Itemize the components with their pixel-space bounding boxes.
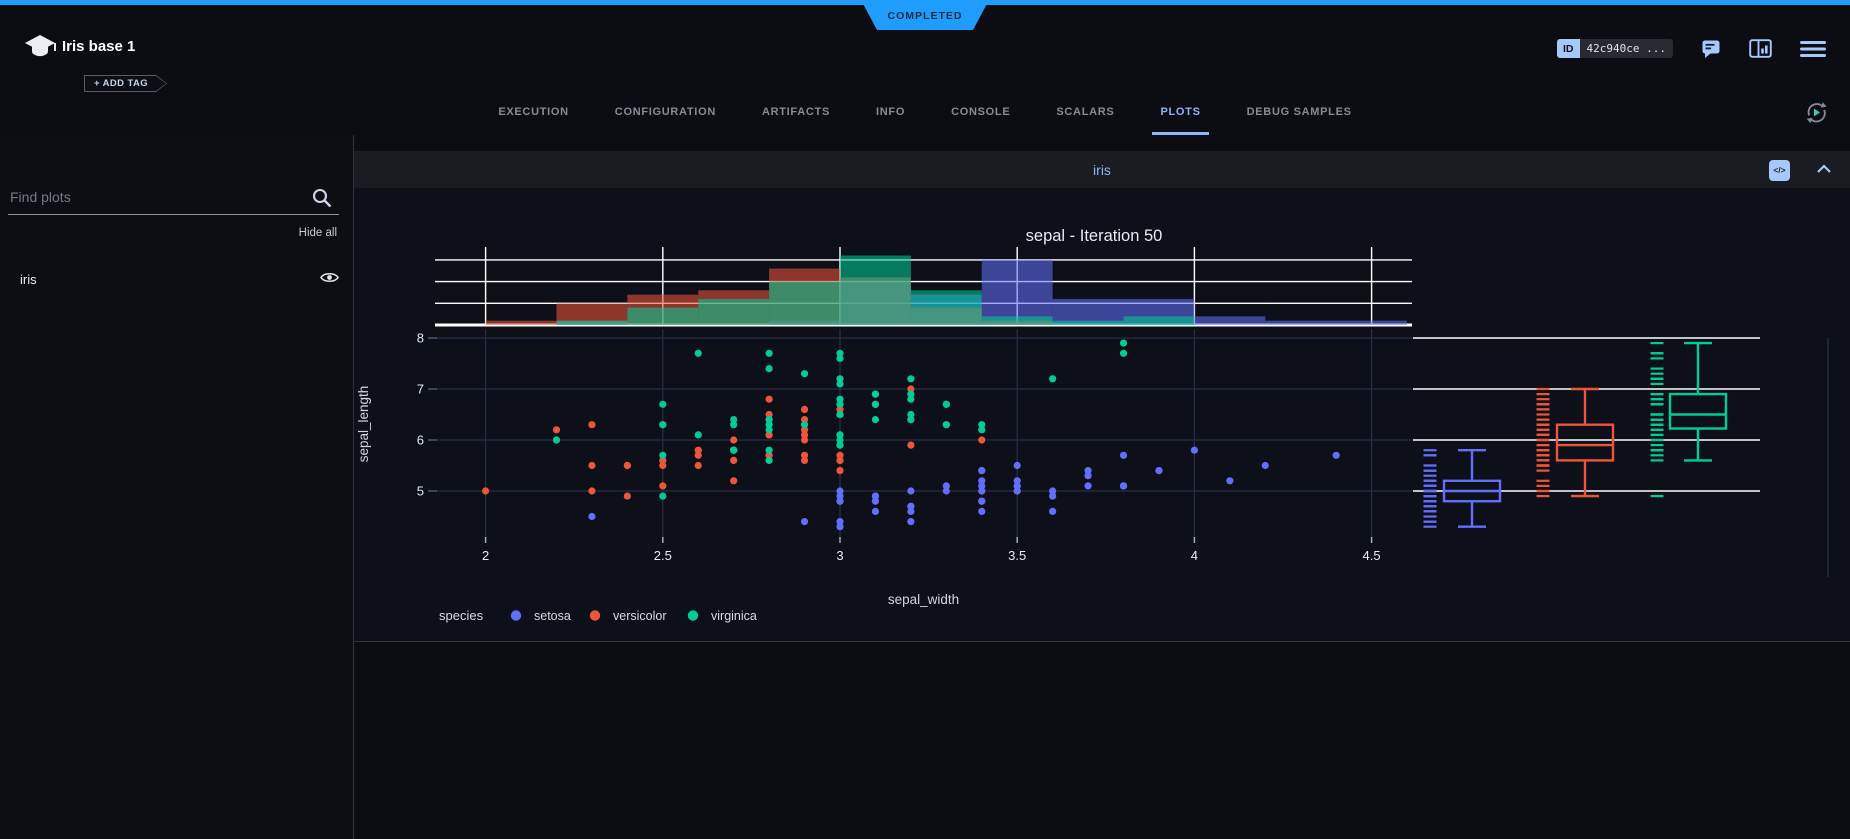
- svg-text:7: 7: [417, 382, 424, 397]
- menu-hamburger-icon[interactable]: [1800, 40, 1826, 58]
- chart-legend[interactable]: species setosa versicolor virginica: [439, 608, 757, 623]
- hide-all-link[interactable]: Hide all: [298, 227, 337, 239]
- visibility-eye-icon[interactable]: [320, 271, 339, 287]
- content: Hide all iris iris </>: [0, 135, 1850, 839]
- svg-text:6: 6: [417, 433, 424, 448]
- legend-item-versicolor: versicolor: [613, 609, 667, 623]
- auto-refresh-icon[interactable]: [1803, 99, 1830, 131]
- experiment-title: Iris base 1: [62, 38, 136, 55]
- add-tag-button[interactable]: + ADD TAG: [84, 75, 167, 92]
- legend-item-setosa: setosa: [534, 609, 571, 623]
- experiment-id-chip[interactable]: ID 42c940ce ...: [1557, 39, 1673, 58]
- find-plots-input[interactable]: [8, 185, 339, 215]
- svg-text:3: 3: [836, 548, 843, 563]
- axes: 2 2.5 3 3.5 4 4.5 5 6 7 8 sepal - Iteration 50 sepa…: [356, 227, 1381, 607]
- plot-panel-header: iris </>: [354, 151, 1850, 189]
- plots-sidebar: Hide all iris: [0, 135, 354, 839]
- tab-bar: EXECUTION CONFIGURATION ARTIFACTS INFO C…: [0, 89, 1850, 135]
- x-axis-label: sepal_width: [888, 592, 959, 607]
- status-label: COMPLETED: [887, 10, 963, 22]
- sidebar-item-iris[interactable]: iris: [0, 265, 353, 293]
- status-ribbon: COMPLETED: [861, 0, 989, 30]
- collapse-chevron-icon[interactable]: [1816, 161, 1832, 179]
- svg-text:2.5: 2.5: [654, 548, 672, 563]
- tab-scalars[interactable]: SCALARS: [1056, 106, 1115, 118]
- tab-configuration[interactable]: CONFIGURATION: [614, 106, 716, 118]
- y-axis-label: sepal_length: [356, 386, 371, 463]
- embed-code-icon[interactable]: </>: [1769, 159, 1790, 181]
- app-logo-icon: [25, 35, 56, 57]
- tab-info[interactable]: INFO: [876, 106, 906, 118]
- plots-main: iris </> 2 2.5 3 3.5 4 4.5 5 6 7 8 sepal - Iterati…: [354, 135, 1850, 839]
- svg-text:8: 8: [417, 331, 424, 346]
- svg-text:3.5: 3.5: [1008, 548, 1026, 563]
- comment-icon[interactable]: [1701, 38, 1721, 59]
- marginal-histogram: [485, 255, 1408, 325]
- details-panel-icon[interactable]: [1749, 39, 1772, 58]
- header: Iris base 1 + ADD TAG ID 42c940ce ...: [0, 5, 1850, 89]
- plot-panel-title: iris: [1093, 161, 1111, 178]
- id-value: 42c940ce ...: [1579, 39, 1673, 58]
- svg-text:4.5: 4.5: [1363, 548, 1381, 563]
- legend-title: species: [439, 608, 484, 623]
- scatter-points: [482, 339, 1340, 531]
- tab-execution[interactable]: EXECUTION: [498, 106, 569, 118]
- tab-plots[interactable]: PLOTS: [1152, 89, 1209, 135]
- tab-debug-samples[interactable]: DEBUG SAMPLES: [1246, 106, 1352, 118]
- tab-console[interactable]: CONSOLE: [951, 106, 1011, 118]
- chart-title: sepal - Iteration 50: [1026, 227, 1163, 245]
- svg-text:4: 4: [1191, 548, 1198, 563]
- search-icon[interactable]: [311, 187, 333, 214]
- plot-canvas[interactable]: 2 2.5 3 3.5 4 4.5 5 6 7 8 sepal - Iteration 50 sepa…: [354, 189, 1850, 642]
- svg-text:5: 5: [417, 484, 424, 499]
- id-badge: ID: [1557, 39, 1580, 58]
- add-tag-label: + ADD TAG: [94, 78, 149, 89]
- sidebar-item-label: iris: [20, 271, 37, 287]
- svg-text:2: 2: [482, 548, 489, 563]
- legend-item-virginica: virginica: [711, 609, 757, 623]
- marginal-boxplots: [1423, 341, 1728, 528]
- tab-artifacts[interactable]: ARTIFACTS: [761, 106, 830, 118]
